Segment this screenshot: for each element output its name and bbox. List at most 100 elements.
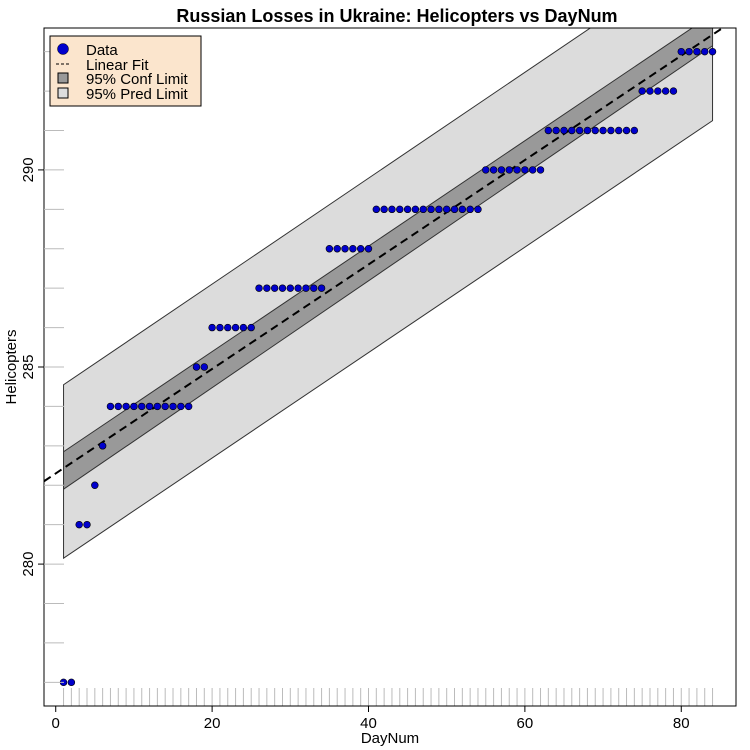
legend-marker-pred <box>57 87 69 99</box>
data-point <box>153 402 162 411</box>
data-point <box>208 323 216 332</box>
data-point <box>169 402 177 411</box>
x-tick-label: 40 <box>360 715 377 732</box>
data-point <box>177 402 185 411</box>
data-point <box>83 520 91 529</box>
x-tick-label: 0 <box>52 715 60 732</box>
data-point <box>529 166 537 174</box>
bands-layer <box>44 28 725 560</box>
x-axis-label: DayNum <box>361 730 419 747</box>
data-point <box>497 166 506 174</box>
legend: Data Linear Fit 95% Conf Limit 95% Pred … <box>49 35 202 107</box>
data-point <box>231 323 240 332</box>
legend-label-fit: Linear Fit <box>86 57 149 74</box>
data-point <box>106 402 115 411</box>
data-point <box>575 126 584 135</box>
data-point <box>536 166 545 174</box>
data-point <box>708 47 717 56</box>
data-point <box>685 47 693 56</box>
data-point <box>458 205 467 214</box>
data-point <box>403 205 412 214</box>
data-point <box>130 402 138 411</box>
data-point <box>247 323 255 332</box>
data-point <box>325 245 334 253</box>
data-point <box>192 363 201 371</box>
data-point <box>513 166 521 174</box>
data-point <box>317 284 326 292</box>
prediction-band <box>63 28 714 560</box>
data-point <box>568 126 576 135</box>
data-point <box>122 402 130 411</box>
data-point <box>364 245 373 253</box>
data-point <box>67 678 76 687</box>
data-point <box>607 126 615 135</box>
data-point <box>341 245 349 253</box>
data-point <box>75 520 83 529</box>
data-point <box>380 205 388 214</box>
y-tick-label: 280 <box>20 552 37 577</box>
data-point <box>161 402 169 411</box>
data-point <box>145 402 154 411</box>
data-point <box>138 402 146 411</box>
data-point <box>442 205 451 214</box>
legend-label-pred: 95% Pred Limit <box>86 86 189 103</box>
data-point <box>333 245 341 253</box>
legend-marker-data <box>57 43 69 55</box>
data-point <box>302 284 310 292</box>
data-point <box>630 126 639 135</box>
x-tick-label: 20 <box>204 715 221 732</box>
data-point <box>356 245 365 253</box>
y-axis-label: Helicopters <box>3 329 20 404</box>
data-point <box>489 166 498 174</box>
x-axis: 0 20 40 60 80 <box>52 706 690 732</box>
data-point <box>98 442 107 450</box>
data-point <box>388 205 396 214</box>
y-tick-label: 290 <box>20 157 37 182</box>
data-point <box>661 87 670 95</box>
data-point <box>552 126 560 135</box>
legend-label-conf: 95% Conf Limit <box>86 71 189 88</box>
data-point <box>638 87 646 95</box>
legend-label-data: Data <box>86 42 118 59</box>
data-point <box>669 87 678 95</box>
data-point <box>615 126 623 135</box>
data-point <box>505 166 513 174</box>
data-point <box>693 47 701 56</box>
data-point <box>591 126 599 135</box>
legend-marker-conf <box>57 72 69 84</box>
data-point <box>427 205 435 214</box>
data-point <box>310 284 318 292</box>
data-point <box>270 284 279 292</box>
data-point <box>91 481 99 489</box>
data-point <box>200 363 208 371</box>
data-point <box>372 205 381 214</box>
data-point <box>255 284 263 292</box>
data-point <box>263 284 271 292</box>
data-point <box>419 205 427 214</box>
data-point <box>396 205 404 214</box>
y-axis: 280 285 290 <box>20 51 64 683</box>
data-point <box>599 126 607 135</box>
data-point <box>450 205 459 214</box>
data-point <box>224 323 232 332</box>
data-point <box>184 402 193 411</box>
rug-layer <box>63 688 714 706</box>
data-point <box>474 205 482 214</box>
data-point <box>411 205 420 214</box>
chart-title: Russian Losses in Ukraine: Helicopters v… <box>176 6 617 26</box>
data-point <box>701 47 709 56</box>
data-point <box>278 284 287 292</box>
legend-background <box>49 35 202 107</box>
data-point <box>654 87 662 95</box>
data-points <box>59 47 717 687</box>
data-point <box>286 284 295 292</box>
x-tick-label: 80 <box>673 715 690 732</box>
data-point <box>239 323 248 332</box>
data-point <box>560 126 568 135</box>
data-point <box>583 126 592 135</box>
data-point <box>114 402 122 411</box>
data-point <box>677 47 685 56</box>
data-point <box>435 205 443 214</box>
data-point <box>216 323 224 332</box>
